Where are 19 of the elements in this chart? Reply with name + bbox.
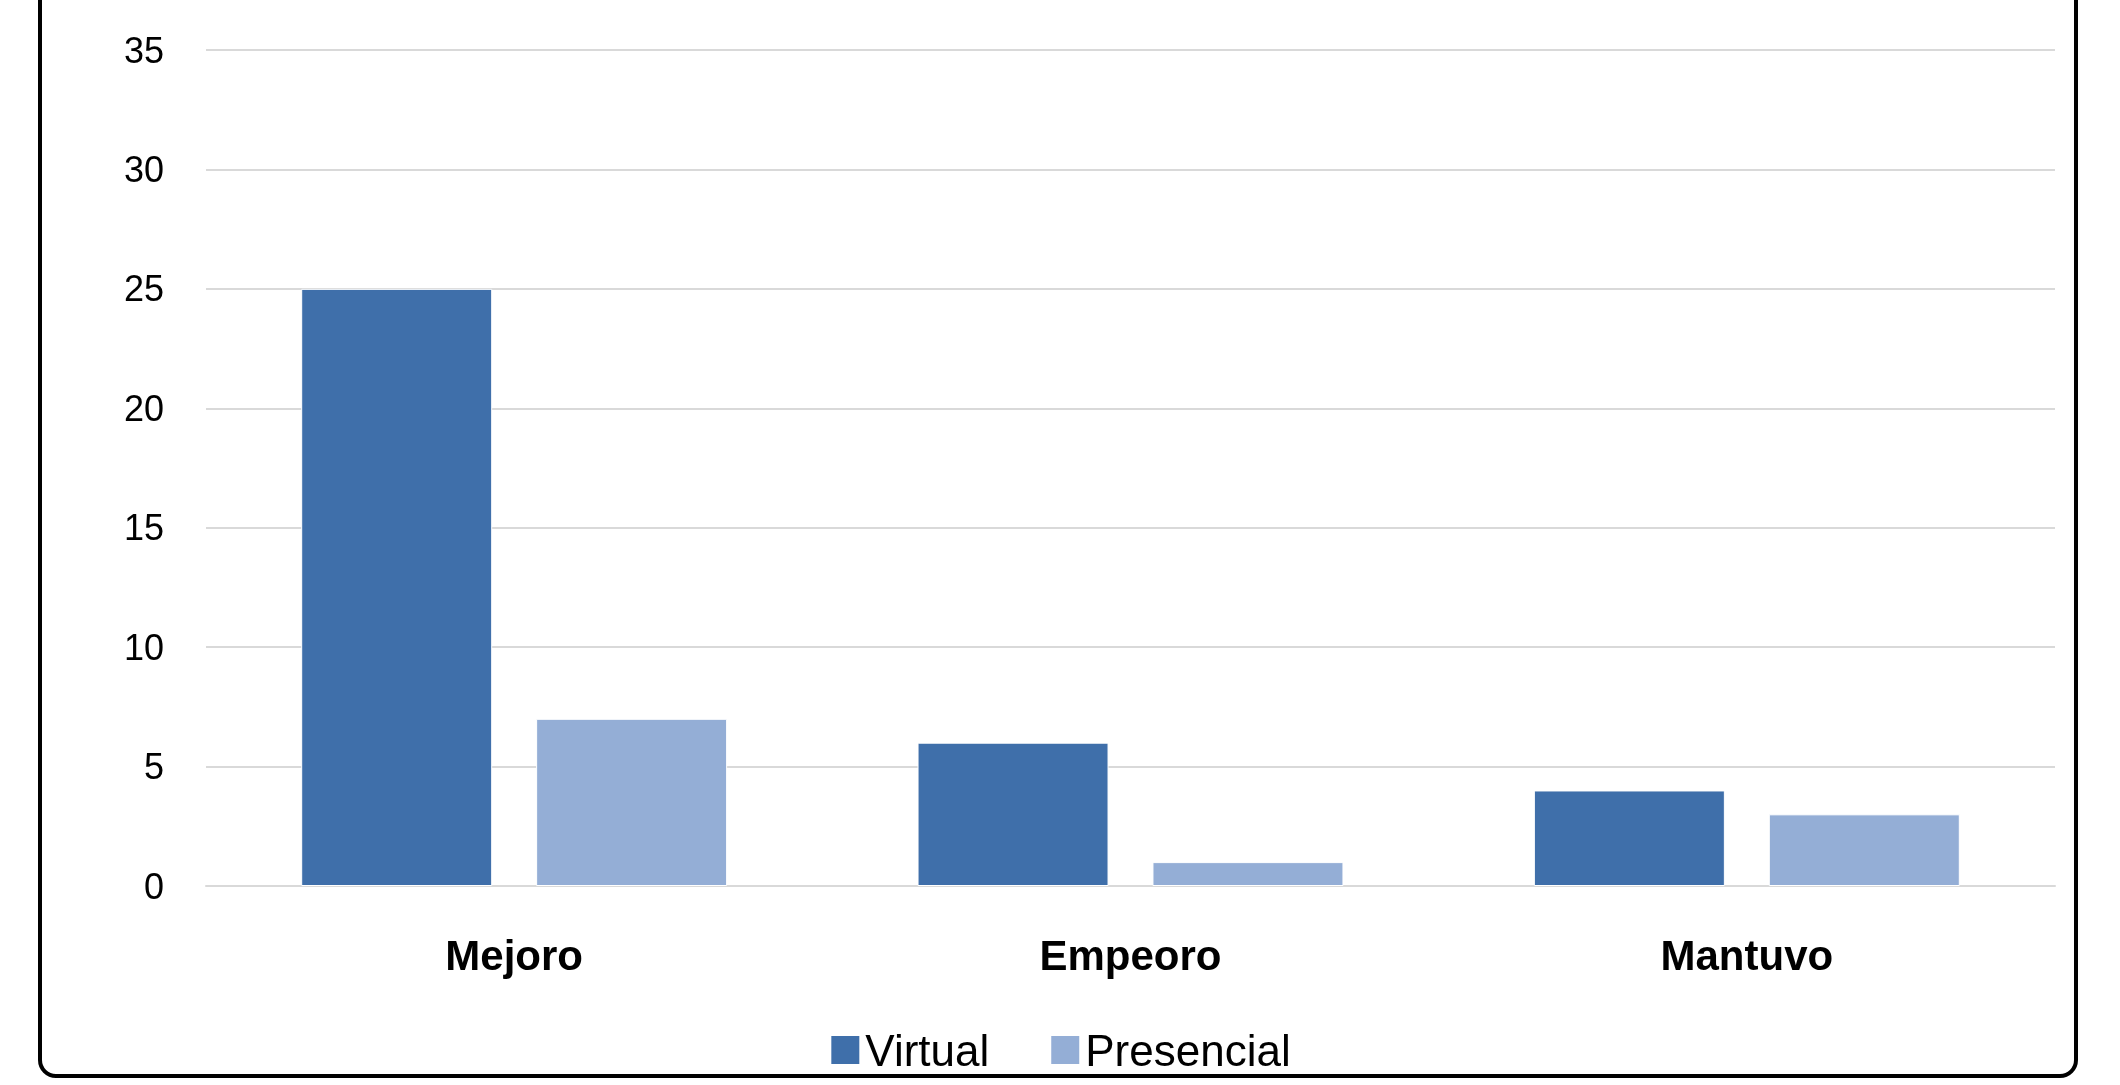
y-tick-label: 35 — [123, 29, 164, 71]
legend-label: Presencial — [1085, 1025, 1291, 1075]
x-tick-label: Mejoro — [445, 931, 583, 979]
x-tick-label: Mantuvo — [1660, 931, 1834, 979]
bar — [917, 742, 1109, 886]
bar — [1768, 814, 1960, 886]
x-tick-label: Empeoro — [1039, 931, 1222, 979]
y-tick-label: 20 — [123, 387, 164, 429]
bar — [536, 718, 728, 886]
legend-label: Virtual — [865, 1025, 990, 1075]
y-tick-label: 15 — [123, 507, 164, 549]
bar — [1533, 790, 1725, 886]
y-tick-label: 30 — [123, 148, 164, 190]
y-tick-label: 0 — [143, 865, 164, 907]
y-tick-label: 10 — [123, 626, 164, 668]
y-tick-label: 25 — [123, 268, 164, 310]
bar — [301, 288, 493, 886]
y-tick-label: 5 — [143, 746, 164, 788]
bar — [1152, 862, 1344, 886]
